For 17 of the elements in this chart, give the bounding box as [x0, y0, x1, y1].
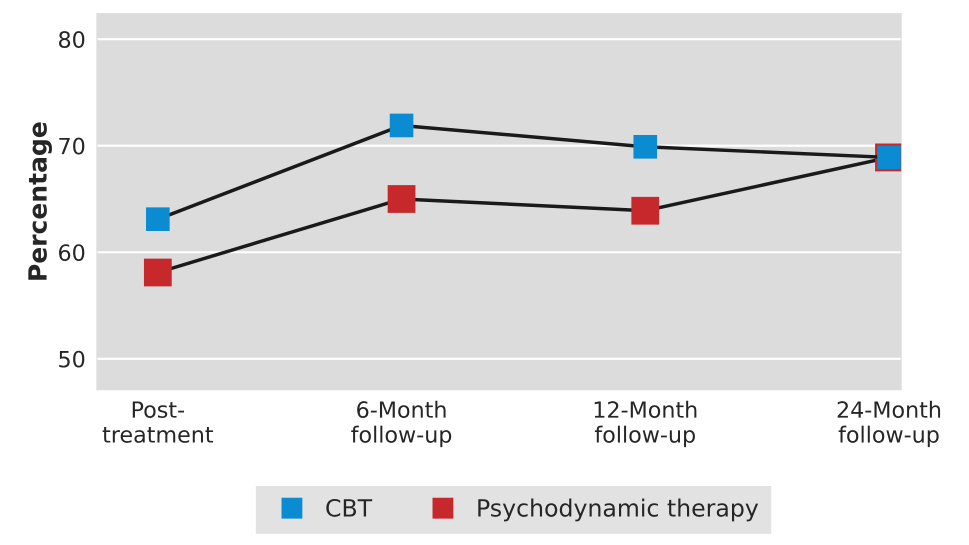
- x-tick-label: 12-Month follow-up: [594, 400, 696, 448]
- x-tick-label: Post- treatment: [102, 401, 214, 443]
- y-tick-label: 50: [59, 350, 84, 368]
- x-tick-label: 6-Month follow-up: [351, 400, 452, 448]
- point: [146, 207, 170, 232]
- point: [388, 185, 416, 213]
- x-tick-label: 24-Month follow-up: [838, 400, 940, 448]
- point: [390, 114, 414, 138]
- y-axis-title: Percentage: [28, 122, 52, 280]
- point: [144, 258, 172, 286]
- legend-label: Psychodynamic therapy: [478, 498, 758, 522]
- y-tick-label: 60: [59, 244, 84, 262]
- y-tick-label: 70: [59, 138, 84, 154]
- y-tick-label: 80: [59, 31, 84, 48]
- legend-label: CBT: [326, 498, 372, 517]
- point: [633, 134, 658, 159]
- point: [631, 196, 660, 225]
